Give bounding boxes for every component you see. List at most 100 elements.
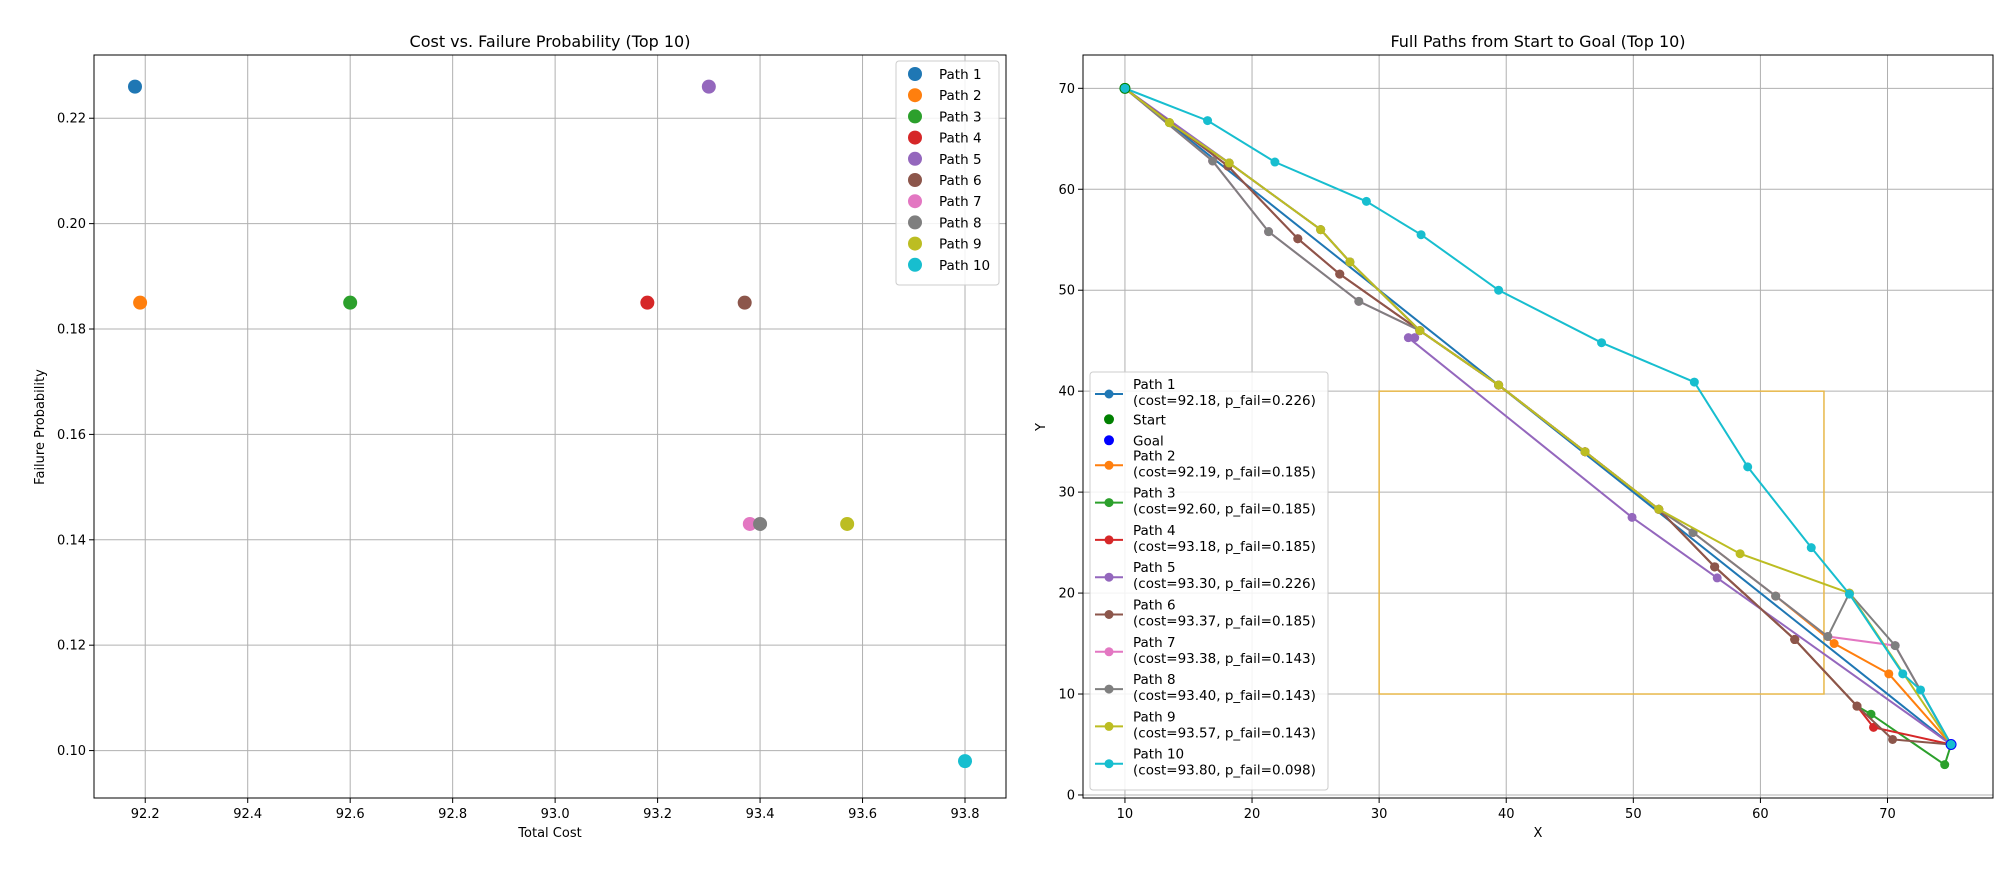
paths-legend-name-10: Path 10 [1133, 747, 1184, 763]
scatter-legend-marker-2 [908, 88, 922, 103]
path-line-9 [1124, 87, 1952, 746]
scatter-y-axis-label: Failure Probability [33, 369, 48, 485]
paths-legend-detail-5: (cost=93.30, p_fail=0.226) [1133, 576, 1316, 592]
paths-y-tick-label: 0 [1067, 788, 1075, 803]
paths-legend-marker-2 [1104, 460, 1114, 470]
scatter-chart: Cost vs. Failure Probability (Top 10) 92… [33, 32, 1007, 841]
path-2-point [1884, 669, 1894, 679]
path-10-point [1597, 338, 1607, 348]
scatter-point-2 [133, 295, 148, 310]
path-6-point [1293, 234, 1303, 244]
scatter-legend-marker-1 [908, 67, 922, 81]
scatter-y-tick-label: 0.20 [57, 217, 86, 232]
paths-legend-name-2: Path 2 [1133, 448, 1176, 464]
paths-y-tick-label: 40 [1058, 385, 1075, 400]
path-9-point [1224, 158, 1234, 168]
paths-y-tick-label: 30 [1058, 486, 1075, 501]
paths-x-tick-label: 50 [1625, 807, 1642, 822]
path-series-10 [1120, 83, 1956, 749]
path-10-point [1361, 196, 1371, 206]
path-8-point [1264, 227, 1274, 237]
path-6-point [1790, 635, 1800, 645]
scatter-legend-marker-6 [908, 173, 922, 187]
scatter-x-axis-label: Total Cost [517, 826, 581, 841]
path-5-point [1410, 333, 1420, 343]
paths-y-tick-label: 20 [1058, 587, 1075, 602]
paths-legend-name-4: Path 4 [1133, 523, 1176, 539]
paths-y-axis-label: Y [1034, 423, 1049, 432]
goal-legend-label: Goal [1133, 433, 1164, 449]
paths-chart-title: Full Paths from Start to Goal (Top 10) [1390, 32, 1685, 51]
scatter-point-8 [753, 516, 768, 531]
path-10-point [1916, 685, 1926, 695]
path-10-point [1806, 543, 1816, 553]
path-6-point [1852, 701, 1862, 711]
scatter-y-tick-label: 0.18 [57, 323, 86, 338]
paths-x-tick-label: 40 [1498, 807, 1515, 822]
start-legend-marker [1104, 414, 1114, 425]
goal-legend-marker [1104, 435, 1114, 446]
paths-legend-name-1: Path 1 [1133, 377, 1176, 393]
obstacle-rect [1378, 390, 1825, 695]
scatter-legend-marker-4 [908, 130, 922, 145]
scatter-point-3 [343, 295, 358, 310]
paths-x-tick-label: 10 [1117, 807, 1134, 822]
scatter-y-tick-label: 0.14 [57, 533, 86, 548]
path-8-point [1890, 641, 1900, 651]
path-9-point [1654, 504, 1664, 514]
paths-legend-name-9: Path 9 [1133, 709, 1176, 725]
path-10-point [1270, 157, 1280, 167]
path-9-point [1735, 549, 1745, 559]
paths-y-tick-label: 60 [1058, 183, 1075, 198]
path-9-point [1580, 447, 1590, 457]
path-6-point [1888, 734, 1898, 744]
paths-x-tick-label: 60 [1752, 807, 1769, 822]
paths-y-tick-label: 70 [1058, 82, 1075, 97]
paths-axes-frame [1082, 54, 1994, 799]
scatter-x-tick-label: 93.8 [951, 807, 980, 822]
paths-legend-marker-5 [1104, 572, 1114, 582]
scatter-legend-label-7: Path 7 [939, 194, 982, 210]
scatter-legend-label-10: Path 10 [939, 258, 990, 274]
paths-x-tick-label: 20 [1244, 807, 1261, 822]
paths-legend-marker-10 [1104, 759, 1114, 769]
path-5-point [1403, 333, 1413, 343]
scatter-axes-frame [93, 54, 1007, 799]
scatter-legend-label-3: Path 3 [939, 109, 982, 125]
paths-legend-marker-1 [1104, 389, 1114, 399]
scatter-ticks: 92.2 92.4 92.6 92.8 93.0 93.2 93.4 93.6 93.8 0.10… [57, 112, 979, 822]
paths-legend-marker-7 [1104, 647, 1114, 657]
path-10-point [1743, 462, 1753, 472]
paths-legend-detail-2: (cost=92.19, p_fail=0.185) [1133, 464, 1316, 480]
scatter-chart-title: Cost vs. Failure Probability (Top 10) [410, 32, 691, 51]
paths-legend-name-5: Path 5 [1133, 560, 1176, 576]
scatter-point-5 [701, 79, 716, 94]
paths-legend-detail-6: (cost=93.37, p_fail=0.185) [1133, 614, 1316, 630]
paths-x-axis-label: X [1534, 826, 1543, 841]
scatter-x-tick-label: 93.4 [746, 807, 775, 822]
scatter-x-tick-label: 93.6 [848, 807, 877, 822]
paths-legend-detail-8: (cost=93.40, p_fail=0.143) [1133, 688, 1316, 704]
path-10-point [1898, 669, 1908, 679]
path-8-point [1771, 591, 1781, 601]
start-goal-markers [1119, 82, 1957, 750]
scatter-legend-label-8: Path 8 [939, 215, 982, 231]
scatter-legend-label-6: Path 6 [939, 173, 982, 189]
scatter-point-1 [127, 79, 142, 94]
scatter-legend-marker-8 [908, 215, 922, 230]
scatter-legend-label-1: Path 1 [939, 67, 982, 83]
paths-chart: Full Paths from Start to Goal (Top 10) 1… [1034, 32, 1994, 841]
path-8-point [1208, 156, 1218, 166]
path-10-point [1203, 116, 1213, 126]
scatter-point-10 [958, 754, 973, 769]
paths-x-tick-label: 30 [1371, 807, 1388, 822]
scatter-legend-marker-7 [908, 194, 922, 209]
scatter-legend-label-5: Path 5 [939, 152, 982, 168]
path-9-point [1345, 257, 1355, 267]
scatter-y-tick-label: 0.22 [57, 112, 86, 127]
paths-legend-detail-1: (cost=92.18, p_fail=0.226) [1133, 393, 1316, 409]
path-line-10 [1124, 87, 1952, 745]
path-6-point [1710, 562, 1720, 572]
paths-legend-box [1089, 371, 1329, 791]
